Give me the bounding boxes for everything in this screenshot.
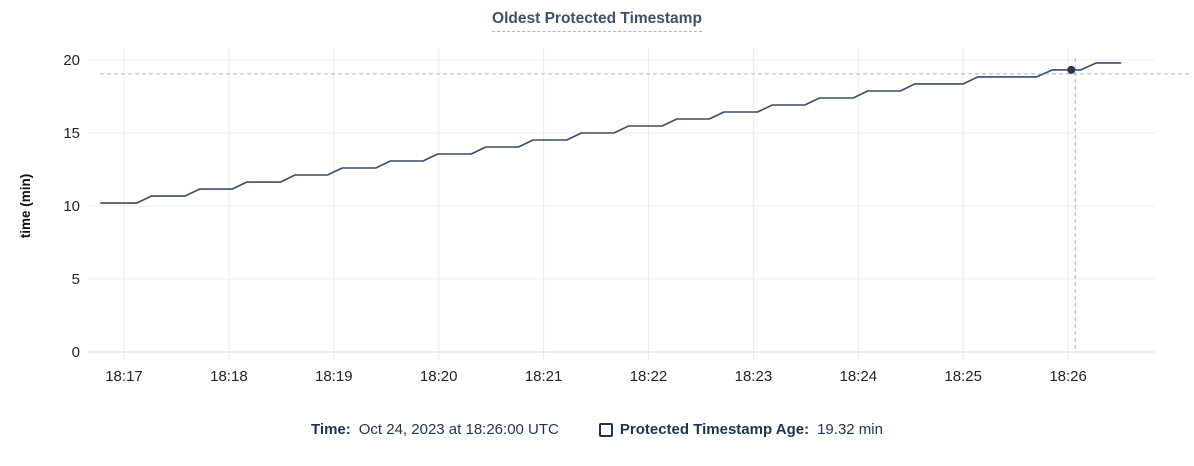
- y-tick-label: 20: [63, 52, 80, 69]
- series-line-protected-timestamp-age: [100, 62, 1122, 204]
- chart-title[interactable]: Oldest Protected Timestamp: [492, 10, 702, 32]
- x-tick-label: 18:22: [630, 368, 668, 385]
- x-tick-label: 18:24: [840, 368, 878, 385]
- y-tick-label: 0: [72, 344, 80, 361]
- legend-age-group: Protected Timestamp Age: 19.32 min: [598, 421, 883, 438]
- y-tick-label: 10: [63, 198, 80, 215]
- x-tick-label: 18:23: [735, 368, 773, 385]
- x-tick-label: 18:19: [315, 368, 353, 385]
- legend-time-group: Time: Oct 24, 2023 at 18:26:00 UTC: [311, 421, 559, 438]
- legend-age-label: Protected Timestamp Age:: [619, 421, 810, 438]
- series-toggle-checkbox[interactable]: [598, 422, 613, 437]
- hover-point-marker: [1067, 65, 1076, 74]
- x-tick-label: 18:17: [105, 368, 143, 385]
- x-tick-label: 18:21: [525, 368, 563, 385]
- legend-time-value: Oct 24, 2023 at 18:26:00 UTC: [358, 421, 559, 438]
- legend-time-label: Time:: [311, 421, 351, 438]
- chart-title-row: Oldest Protected Timestamp: [0, 10, 1194, 32]
- legend-age-value: 19.32 min: [817, 421, 883, 438]
- chart-plot-area[interactable]: 18:17 18:18 18:19 18:20 18:21 18:22 18:23 18:24…: [0, 0, 1194, 410]
- y-tick-label: 5: [72, 271, 80, 288]
- y-axis-title: time (min): [18, 174, 33, 239]
- x-tick-label: 18:18: [210, 368, 248, 385]
- x-tick-label: 18:25: [944, 368, 982, 385]
- x-tick-label: 18:26: [1049, 368, 1087, 385]
- x-tick-label: 18:20: [420, 368, 458, 385]
- y-tick-label: 15: [63, 125, 80, 142]
- chart-legend: Time: Oct 24, 2023 at 18:26:00 UTC Prote…: [0, 421, 1194, 438]
